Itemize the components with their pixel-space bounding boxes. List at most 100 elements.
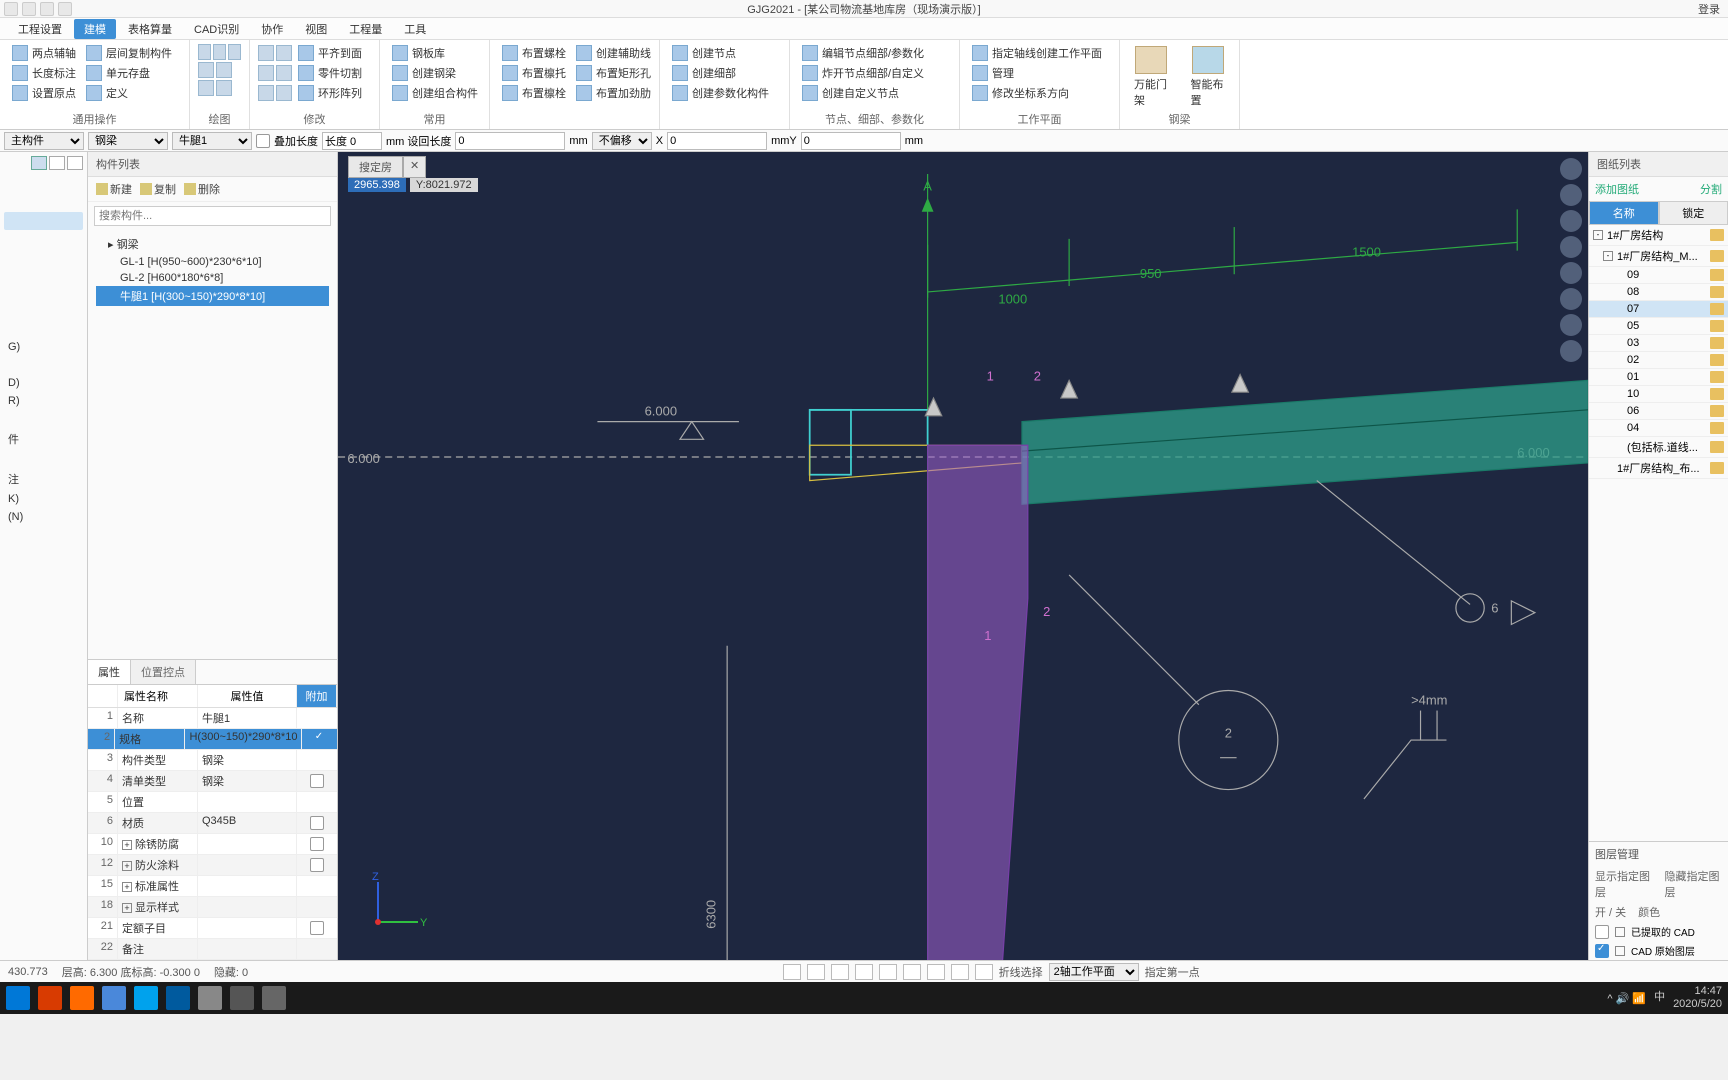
btn-manage[interactable]: 管理: [968, 64, 1018, 82]
layer-row[interactable]: CAD 原始图层: [1589, 941, 1728, 960]
edit-icon[interactable]: [276, 65, 292, 81]
taskbar-app[interactable]: [70, 986, 94, 1010]
search-input[interactable]: [94, 206, 331, 226]
snap-icon[interactable]: [783, 964, 801, 980]
component-item[interactable]: GL-1 [H(950~600)*230*6*10]: [96, 254, 329, 270]
login-button[interactable]: 登录: [1698, 1, 1720, 17]
ime-indicator[interactable]: 中: [1654, 991, 1665, 1004]
drawing-item[interactable]: 02: [1589, 352, 1728, 369]
draw-icon[interactable]: [198, 80, 214, 96]
checkbox[interactable]: [310, 921, 324, 935]
drawing-item[interactable]: 07: [1589, 301, 1728, 318]
property-row[interactable]: 18 +显示样式: [88, 897, 337, 918]
snap-icon[interactable]: [807, 964, 825, 980]
property-row[interactable]: 5 位置: [88, 792, 337, 813]
tab-table[interactable]: 表格算量: [118, 19, 182, 39]
btn-copy-between-floors[interactable]: 层间复制构件: [82, 44, 176, 62]
taskbar-app[interactable]: [166, 986, 190, 1010]
property-row[interactable]: 15 +标准属性: [88, 876, 337, 897]
checkbox[interactable]: [310, 837, 324, 851]
inp-set-length[interactable]: [455, 132, 565, 150]
drawing-item[interactable]: 04: [1589, 420, 1728, 437]
tab-view[interactable]: 视图: [295, 19, 337, 39]
inp-x[interactable]: [667, 132, 767, 150]
btn-hide-layers[interactable]: 隐藏指定图层: [1665, 868, 1723, 900]
nav-item[interactable]: (N): [4, 508, 83, 526]
drawing-item[interactable]: 05: [1589, 318, 1728, 335]
edit-icon[interactable]: [258, 45, 274, 61]
property-row[interactable]: 10 +除锈防腐: [88, 834, 337, 855]
snap-icon[interactable]: [879, 964, 897, 980]
property-row[interactable]: 3 构件类型 钢梁: [88, 750, 337, 771]
checkbox[interactable]: [310, 774, 324, 788]
property-row[interactable]: 22 备注: [88, 939, 337, 960]
drawing-item[interactable]: -1#厂房结构: [1589, 225, 1728, 246]
btn-stiffener[interactable]: 布置加劲肋: [572, 84, 655, 102]
taskbar-app[interactable]: [38, 986, 62, 1010]
tab-modeling[interactable]: 建模: [74, 19, 116, 39]
drawing-item[interactable]: 06: [1589, 403, 1728, 420]
inp-y[interactable]: [801, 132, 901, 150]
btn-rect-hole[interactable]: 布置矩形孔: [572, 64, 655, 82]
draw-icon[interactable]: [198, 62, 214, 78]
nav-item[interactable]: [4, 230, 83, 248]
taskbar-app[interactable]: [230, 986, 254, 1010]
nav-item[interactable]: [4, 248, 83, 266]
btn-edit-joint[interactable]: 编辑节点细部/参数化: [798, 44, 928, 62]
nav-item[interactable]: [4, 194, 83, 212]
btn-smart-layout[interactable]: 智能布置: [1185, 44, 1232, 110]
nav-item[interactable]: [4, 266, 83, 284]
btn-show-layers[interactable]: 显示指定图层: [1595, 868, 1653, 900]
snap-icon[interactable]: [927, 964, 945, 980]
taskbar-app[interactable]: [262, 986, 286, 1010]
component-item[interactable]: 牛腿1 [H(300~150)*290*8*10]: [96, 286, 329, 306]
tab-position[interactable]: 位置控点: [131, 660, 196, 684]
property-row[interactable]: 6 材质 Q345B: [88, 813, 337, 834]
btn-axis-workplane[interactable]: 指定轴线创建工作平面: [968, 44, 1106, 62]
drawing-item[interactable]: 1#厂房结构_布...: [1589, 458, 1728, 479]
btn-copy[interactable]: 复制: [140, 181, 176, 197]
btn-part-cut[interactable]: 零件切割: [294, 64, 366, 82]
edit-icon[interactable]: [258, 85, 274, 101]
layer-row[interactable]: 已提取的 CAD: [1589, 922, 1728, 941]
btn-create-composite[interactable]: 创建组合构件: [388, 84, 482, 102]
btn-polar-array[interactable]: 环形阵列: [294, 84, 366, 102]
snap-icon[interactable]: [975, 964, 993, 980]
tab-quantity[interactable]: 工程量: [339, 19, 392, 39]
btn-add-dwg[interactable]: 添加图纸: [1595, 181, 1639, 197]
nav-item[interactable]: G): [4, 338, 83, 356]
nav-item[interactable]: [4, 356, 83, 374]
tab-lock[interactable]: 锁定: [1659, 201, 1728, 225]
nav-item[interactable]: R): [4, 392, 83, 410]
layer-toggle[interactable]: [1595, 925, 1609, 939]
taskbar-app[interactable]: [198, 986, 222, 1010]
edit-icon[interactable]: [258, 65, 274, 81]
property-row[interactable]: 21 定额子目: [88, 918, 337, 939]
btn-edit-coord[interactable]: 修改坐标系方向: [968, 84, 1073, 102]
sel-category[interactable]: 钢梁: [88, 132, 168, 150]
btn-guideline[interactable]: 创建辅助线: [572, 44, 655, 62]
nav-item[interactable]: [4, 212, 83, 230]
property-row[interactable]: 2 规格 H(300~150)*290*8*10: [88, 729, 337, 750]
btn-bolt[interactable]: 布置螺栓: [498, 44, 570, 62]
btn-align-face[interactable]: 平齐到面: [294, 44, 366, 62]
nav-item[interactable]: [4, 176, 83, 194]
nav-item[interactable]: D): [4, 374, 83, 392]
checkbox[interactable]: [310, 816, 324, 830]
btn-delete[interactable]: 删除: [184, 181, 220, 197]
btn-two-point-axis[interactable]: 两点辅轴: [8, 44, 80, 62]
sel-component[interactable]: 牛腿1: [172, 132, 252, 150]
btn-explode-joint[interactable]: 炸开节点细部/自定义: [798, 64, 928, 82]
nav-item[interactable]: [4, 284, 83, 302]
nav-item[interactable]: 件: [4, 428, 83, 450]
nav-item[interactable]: [4, 410, 83, 428]
taskbar-app[interactable]: [102, 986, 126, 1010]
btn-portal-frame[interactable]: 万能门架: [1128, 44, 1175, 110]
btn-create-param[interactable]: 创建参数化构件: [668, 84, 773, 102]
viewport[interactable]: 搜定房✕ 2965.398 Y:8021.972 A 1000 950: [338, 152, 1588, 960]
chk-add-length[interactable]: [256, 134, 270, 148]
btn-purlin-bracket[interactable]: 布置檩托: [498, 64, 570, 82]
snap-icon[interactable]: [903, 964, 921, 980]
component-item[interactable]: GL-2 [H600*180*6*8]: [96, 270, 329, 286]
nav-item[interactable]: [4, 450, 83, 468]
